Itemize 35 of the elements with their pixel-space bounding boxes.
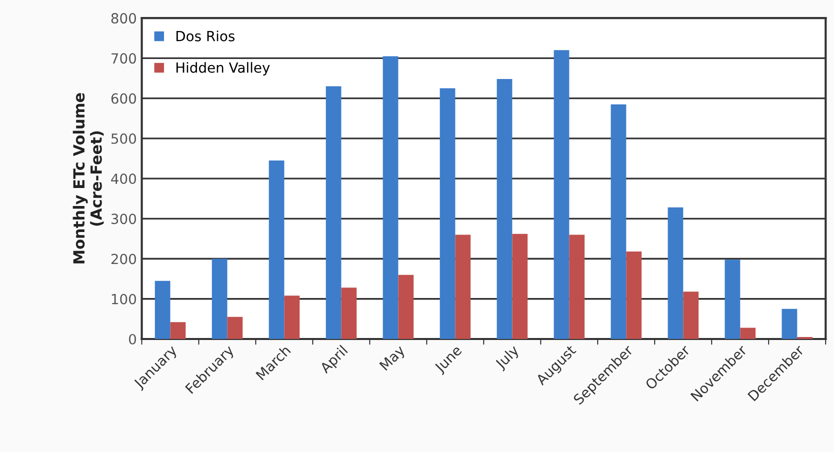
y-tick-label: 700: [112, 53, 136, 64]
bar: [782, 308, 798, 339]
bar: [512, 234, 528, 339]
y-tick-label: 100: [112, 294, 136, 304]
bar: [227, 316, 243, 339]
bar: [212, 258, 228, 339]
bar: [724, 260, 740, 339]
bar: [440, 88, 456, 339]
bar: [398, 274, 414, 339]
bar: [341, 288, 357, 339]
bar: [683, 292, 699, 339]
y-tick-label: 500: [111, 133, 136, 144]
bar: [326, 86, 342, 339]
bar: [569, 234, 585, 339]
y-axis-title: Monthly ETc Volume (Acre-Feet): [72, 93, 104, 264]
bar: [740, 328, 756, 339]
bar: [170, 322, 186, 339]
bar: [626, 252, 642, 339]
y-tick-label: 200: [111, 254, 136, 264]
bar: [382, 56, 398, 339]
bar: [554, 50, 570, 339]
y-tick-label: 400: [111, 174, 136, 184]
legend-label: Dos Rios: [176, 30, 235, 42]
bar: [154, 280, 170, 339]
y-tick-label: 300: [111, 214, 136, 224]
bar: [610, 104, 626, 339]
y-tick-label: 0: [129, 334, 136, 344]
legend-label: Hidden Valley: [176, 62, 270, 76]
bar: [668, 207, 684, 339]
bar: [268, 160, 284, 339]
y-tick-label: 800: [111, 13, 136, 24]
bar: [284, 296, 300, 339]
bar: [496, 79, 512, 339]
bar: [455, 234, 471, 339]
y-tick-label: 600: [111, 93, 136, 104]
